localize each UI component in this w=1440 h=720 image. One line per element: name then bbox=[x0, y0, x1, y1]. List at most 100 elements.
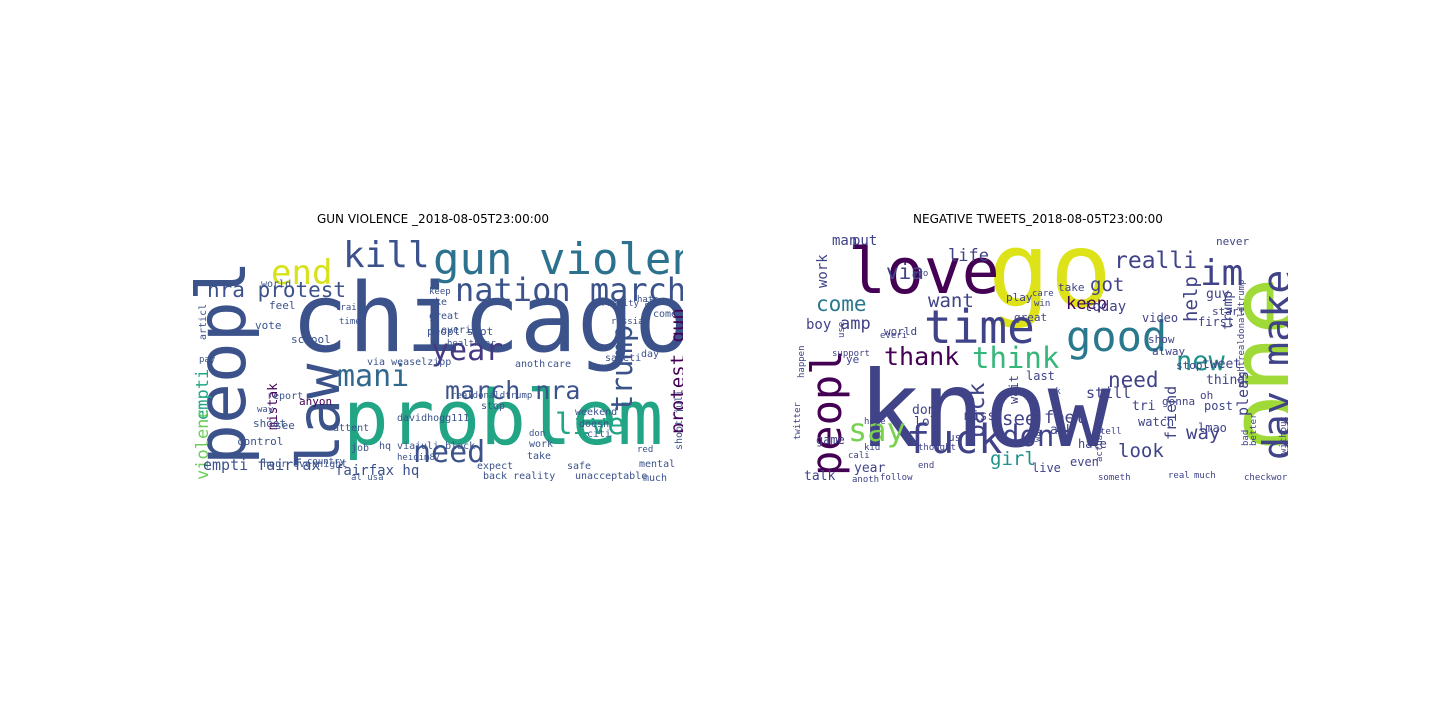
word-video: video bbox=[1142, 311, 1179, 325]
word-win: win bbox=[1034, 299, 1051, 309]
word-peopl: peopl bbox=[802, 349, 851, 476]
word-last: last bbox=[1026, 369, 1055, 383]
word-fuck: fuck bbox=[906, 417, 1003, 463]
word-don: don bbox=[912, 403, 936, 418]
word-better: better bbox=[1249, 413, 1259, 446]
chart-title: NEGATIVE TWEETS_2018-08-05T23:00:00 bbox=[913, 212, 1163, 226]
word-live: live bbox=[1032, 461, 1061, 475]
word-still: still bbox=[1086, 384, 1132, 402]
word-red: red bbox=[637, 445, 654, 455]
word-start: start bbox=[1212, 305, 1246, 318]
word-anyon: anyon bbox=[299, 395, 333, 408]
word-ye: ye bbox=[846, 353, 860, 366]
word-juli-black: juli black bbox=[415, 441, 476, 452]
word-look: look bbox=[1118, 440, 1164, 462]
word-tell: tell bbox=[1100, 427, 1122, 437]
word-mani: mani bbox=[337, 359, 410, 394]
word-trump: trump bbox=[605, 324, 639, 412]
word-first: first bbox=[1198, 315, 1235, 329]
word-kid: kid bbox=[864, 443, 881, 453]
word-year: year bbox=[854, 461, 886, 476]
word-keep: keep bbox=[429, 287, 451, 297]
word-happen: happen bbox=[797, 345, 807, 378]
word-think: think bbox=[972, 341, 1060, 375]
word-country: country bbox=[307, 457, 345, 467]
word-wait: wait bbox=[1007, 375, 1021, 404]
word-year: year bbox=[431, 333, 504, 368]
word-cali: cali bbox=[848, 451, 870, 461]
word-shoot: shoot bbox=[253, 417, 287, 430]
word-nation-march: nation march bbox=[455, 271, 683, 309]
word-put: put bbox=[852, 233, 878, 249]
word-anoth: anoth bbox=[852, 475, 880, 485]
word-pay: pay bbox=[199, 355, 216, 365]
word-way: way bbox=[257, 405, 274, 415]
word-back-reality: back reality bbox=[483, 471, 556, 482]
word-gonna: gonna bbox=[1162, 395, 1196, 408]
word-see: see bbox=[275, 419, 295, 432]
word-twitter: twitter bbox=[793, 402, 803, 440]
word-tri: tri bbox=[1132, 399, 1156, 414]
word-need: need bbox=[413, 435, 486, 470]
word-articl: articl bbox=[198, 303, 209, 340]
word-come: come bbox=[816, 292, 867, 316]
word-anoth: anoth bbox=[515, 359, 546, 370]
word-safe: safe bbox=[567, 461, 592, 472]
word-nra-protest: nra protest bbox=[207, 278, 347, 302]
word-play: play bbox=[1006, 291, 1033, 304]
word-work: work bbox=[529, 439, 554, 450]
word-realdonaldtrump: realdonaldtrump bbox=[451, 391, 533, 401]
word-thing: thing bbox=[1206, 373, 1246, 388]
word-via: via bbox=[886, 260, 924, 284]
word-mental: mental bbox=[639, 459, 676, 470]
word-doesn: doesn bbox=[579, 419, 610, 430]
word-end: end bbox=[918, 461, 935, 471]
word-vote: vote bbox=[255, 319, 282, 332]
word-follow: follow bbox=[880, 473, 913, 483]
word-everi: everi bbox=[441, 325, 472, 336]
word-take: take bbox=[1058, 281, 1085, 294]
word-davidhogg111: davidhogg111 bbox=[397, 413, 470, 424]
chart-title: GUN VIOLENCE _2018-08-05T23:00:00 bbox=[316, 212, 550, 226]
word-weekend: weekend bbox=[575, 407, 618, 418]
word-job: job bbox=[351, 443, 370, 454]
word-thank: thank bbox=[884, 342, 960, 371]
word-way: way bbox=[1186, 422, 1221, 444]
word-take: take bbox=[527, 451, 552, 462]
word-much: much bbox=[1194, 471, 1216, 481]
word-kill: kill bbox=[343, 235, 430, 276]
word-real: real bbox=[1168, 471, 1190, 481]
word-fairfax-hq: fairfax hq bbox=[335, 463, 420, 479]
word-wanna: wanna bbox=[1033, 414, 1043, 442]
word-citi: citi bbox=[587, 429, 612, 440]
word-train: train bbox=[335, 303, 363, 313]
word-use: use bbox=[837, 321, 847, 338]
word-know: know bbox=[858, 349, 1111, 471]
word-russian: russian bbox=[611, 317, 649, 327]
word-end: end bbox=[271, 253, 333, 293]
word-al-usa: al usa bbox=[351, 473, 384, 483]
word-im: im bbox=[1200, 253, 1244, 294]
word-man: man bbox=[832, 233, 858, 249]
word-watch: watch bbox=[1138, 415, 1175, 429]
word-hq-via: hq via bbox=[379, 441, 416, 452]
word-us: us bbox=[948, 431, 962, 444]
word-alway: alway bbox=[1152, 345, 1186, 358]
word-via-weaselzipp: via weaselzipp bbox=[367, 357, 452, 368]
word-dont: dont bbox=[1002, 419, 1072, 453]
word-ok: ok bbox=[1050, 387, 1061, 397]
word-chicago: chicago bbox=[291, 264, 683, 374]
word-say: say bbox=[848, 411, 906, 449]
word-time: time bbox=[924, 300, 1035, 354]
word-without: without bbox=[1279, 416, 1288, 454]
word-make: make bbox=[423, 297, 448, 308]
word-healthcar: healthcar bbox=[447, 339, 496, 349]
word-make: make bbox=[1255, 269, 1288, 366]
word-control: control bbox=[237, 435, 284, 448]
word-good: good bbox=[1066, 312, 1168, 361]
word-peopl-shot: peopl shot bbox=[427, 325, 494, 338]
word-game: game bbox=[816, 433, 845, 447]
word-school: school bbox=[291, 333, 331, 346]
word-lmao: lmao bbox=[1198, 421, 1227, 435]
